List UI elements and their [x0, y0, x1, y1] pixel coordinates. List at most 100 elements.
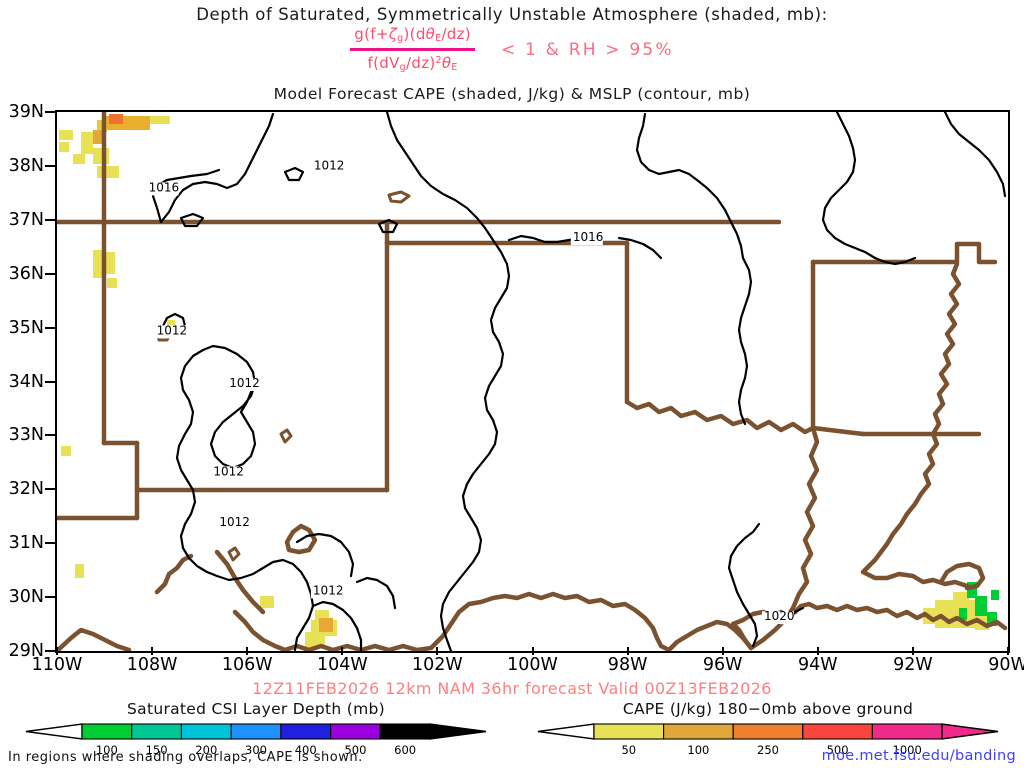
- contour-label: 1012: [213, 464, 244, 478]
- contour-label-halo: [146, 182, 179, 196]
- contour-label-halo: [154, 325, 187, 339]
- y-axis-label: 29N: [8, 641, 44, 661]
- page-title: Depth of Saturated, Symmetrically Unstab…: [196, 5, 828, 24]
- colorbar-swatch: [330, 723, 381, 740]
- page-subtitle: Model Forecast CAPE (shaded, J/kg) & MSL…: [273, 85, 751, 103]
- csi-formula: g(f+ζg)(dθE/dz) f(dVg/dz)2θE: [350, 26, 475, 76]
- y-axis-label: 39N: [8, 102, 44, 122]
- x-axis-label: 100W: [507, 655, 558, 675]
- x-axis-label: 94W: [798, 655, 838, 675]
- y-axis-tick: [45, 542, 55, 545]
- y-axis-label: 35N: [8, 317, 44, 338]
- contour-label-halo: [211, 466, 244, 480]
- cape-colorbar: 50 100 250 500 1000: [528, 721, 1008, 759]
- colorbar-tick-label: 1000: [892, 743, 922, 757]
- x-axis-label: 110W: [31, 655, 83, 675]
- colorbar-tick-label: 400: [294, 743, 317, 757]
- csi-colorbar-ticks: 100 150 200 300 400 500 600: [16, 743, 496, 759]
- y-axis-tick: [45, 434, 55, 437]
- cape-legend: CAPE (J/kg) 180−0mb above ground 50 100 25…: [528, 700, 1008, 759]
- formula-row: g(f+ζg)(dθE/dz) f(dVg/dz)2θE < 1 & RH > …: [0, 26, 1024, 76]
- csi-colorbar: 100 150 200 300 400 500 600: [16, 721, 496, 759]
- x-axis-tick: [1007, 647, 1009, 655]
- colorbar-swatch: [280, 723, 332, 740]
- contour-label: 1012: [313, 583, 344, 597]
- colorbar-swatch: [379, 723, 431, 740]
- x-axis-tick: [911, 647, 914, 655]
- colorbar-swatch: [180, 723, 232, 740]
- contour-label-halo: [310, 585, 343, 599]
- contour-label-halo: [311, 160, 344, 174]
- formula-numerator: g(f+ζg)(dθE/dz): [354, 25, 471, 45]
- y-axis-label: 32N: [8, 479, 44, 500]
- overlap-note: In regions where shading overlaps, CAPE …: [8, 750, 363, 765]
- title-block: Depth of Saturated, Symmetrically Unstab…: [0, 0, 1024, 26]
- x-axis-tick: [721, 647, 724, 655]
- y-axis-tick: [45, 218, 55, 221]
- y-axis-tick: [45, 326, 55, 329]
- x-axis-label: 98W: [607, 655, 648, 675]
- csi-legend-title: Saturated CSI Layer Depth (mb): [127, 700, 385, 718]
- formula-denominator: f(dVg/dz)2θE: [367, 54, 458, 74]
- x-axis-tick: [626, 647, 629, 655]
- colorbar-tick-label: 100: [687, 743, 710, 757]
- cape-colorbar-ticks: 50 100 250 500 1000: [528, 743, 1008, 759]
- y-axis-tick: [45, 650, 55, 652]
- csi-shading-layer: [959, 582, 999, 626]
- y-axis-tick: [45, 596, 55, 599]
- csi-colorbar-svg: [25, 723, 487, 740]
- cape-colorbar-svg: [537, 723, 999, 740]
- x-axis-label: 96W: [702, 655, 743, 675]
- map-svg: 1016 1012 1016 1012 1012 1012 1012 1012 1020: [57, 112, 1008, 651]
- source-url-link[interactable]: moe.met.fsu.edu/banding: [821, 748, 1016, 764]
- colorbar-swatch: [663, 723, 734, 740]
- y-axis-label: 38N: [8, 155, 44, 176]
- colorbar-swatch: [732, 723, 804, 740]
- contour-label-halo: [217, 516, 250, 530]
- colorbar-tick-label: 500: [826, 743, 849, 757]
- x-axis-tick: [341, 647, 344, 655]
- x-axis-ticks: [55, 647, 1010, 657]
- x-axis-tick: [436, 647, 439, 655]
- y-axis-tick: [45, 488, 55, 491]
- forecast-valid-line: 12Z11FEB2026 12km NAM 36hr forecast Vali…: [252, 679, 772, 698]
- colorbar-tick-label: 600: [394, 743, 417, 757]
- y-axis-tick: [45, 380, 55, 383]
- colorbar-swatch: [802, 723, 873, 740]
- x-axis-tick: [816, 647, 819, 655]
- colorbar-swatch: [131, 723, 182, 740]
- formula-condition: < 1 & RH > 95%: [500, 40, 674, 60]
- contour-label: 1012: [219, 515, 250, 529]
- y-axis-label: 36N: [8, 263, 44, 284]
- x-axis-label: 90W: [988, 655, 1024, 675]
- contour-label-halo: [227, 377, 260, 391]
- colorbar-swatch: [593, 723, 665, 740]
- y-axis-tick: [45, 272, 55, 275]
- contour-label: 1016: [573, 230, 604, 244]
- colorbar-tick-label: 100: [95, 743, 118, 757]
- colorbar-swatch: [81, 723, 133, 740]
- contour-label: 1020: [764, 609, 795, 623]
- x-axis-label: 106W: [221, 655, 273, 675]
- y-axis-label: 37N: [8, 209, 44, 230]
- colorbar-tick-label: 50: [621, 743, 637, 757]
- cape-legend-title: CAPE (J/kg) 180−0mb above ground: [622, 700, 914, 718]
- contour-label: 1012: [314, 159, 345, 173]
- csi-legend: Saturated CSI Layer Depth (mb) 100 150 200…: [16, 700, 496, 759]
- x-axis-tick: [246, 647, 249, 655]
- x-axis-tick: [56, 647, 58, 655]
- map-plot-area[interactable]: 1016 1012 1016 1012 1012 1012 1012 1012 1020: [55, 110, 1010, 653]
- colorbar-high-arrow: [429, 723, 487, 740]
- x-axis-labels: 110W 108W 106W 104W 102W 100W 98W 96W 94W 92W 90W: [32, 655, 1024, 679]
- x-axis-label: 102W: [412, 655, 463, 675]
- colorbar-tick-label: 500: [344, 743, 367, 757]
- colorbar-swatch: [871, 723, 943, 740]
- colorbar-tick-label: 200: [195, 743, 218, 757]
- y-axis-label: 31N: [8, 533, 44, 554]
- x-axis-label: 92W: [893, 655, 933, 675]
- contour-label-group: 1016 1012 1016 1012 1012 1012 1012 1012 1020: [146, 159, 795, 625]
- x-axis-tick: [151, 647, 154, 655]
- y-axis-label: 34N: [8, 371, 44, 392]
- x-axis-label: 104W: [316, 655, 368, 675]
- colorbar-tick-label: 300: [245, 743, 267, 757]
